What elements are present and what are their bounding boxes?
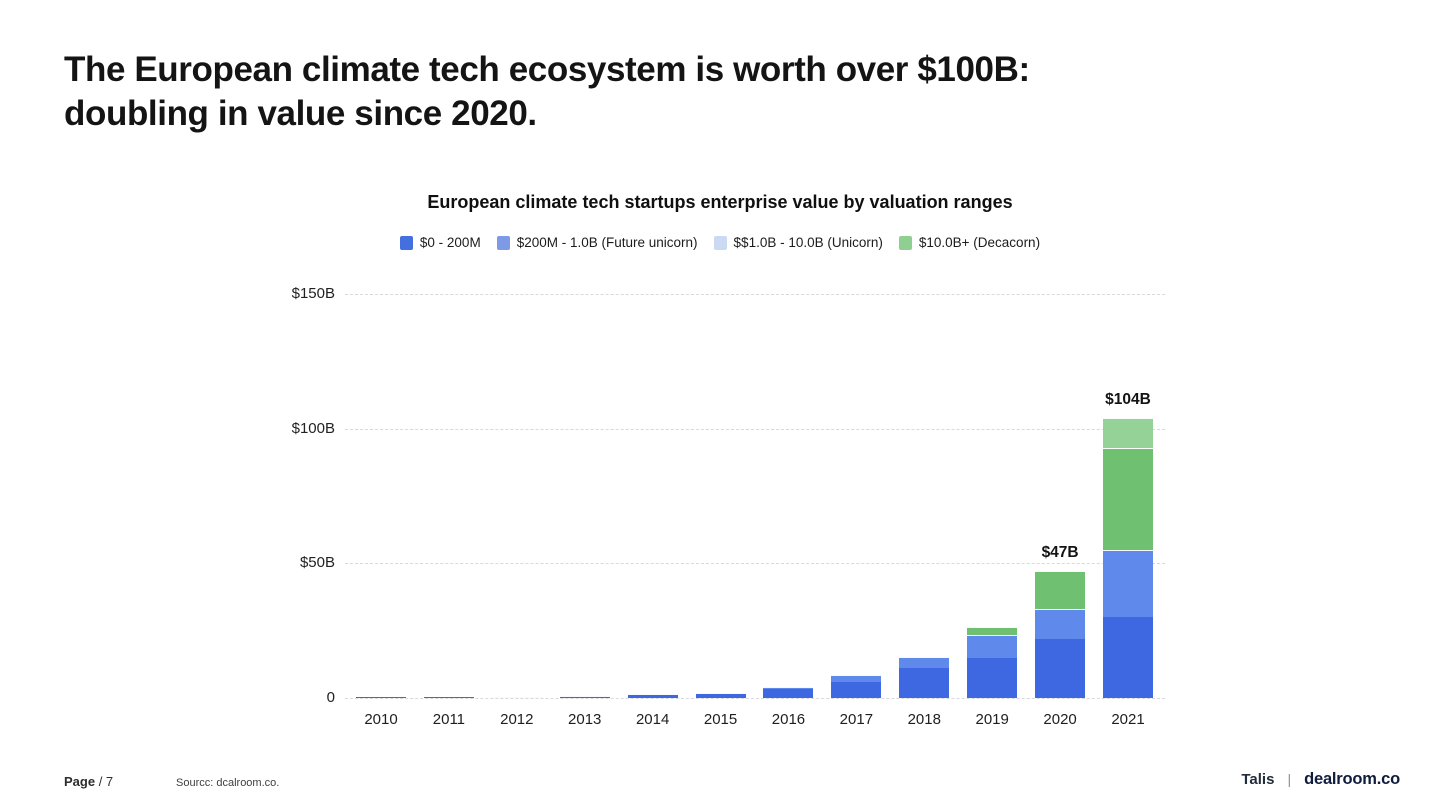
bar-segment	[967, 634, 1018, 658]
bar-segment	[1035, 571, 1086, 610]
bar-segment	[1103, 549, 1153, 618]
brand-divider-icon: |	[1287, 771, 1292, 787]
bar-segment	[763, 688, 814, 698]
legend-label: $10.0B+ (Decacorn)	[918, 235, 1041, 250]
bar-segment	[763, 686, 814, 689]
y-axis-tick-label: 0	[326, 689, 335, 706]
bar-segment	[1103, 417, 1153, 448]
legend-item: $200M - 1.0B (Future unicorn)	[496, 235, 698, 250]
slide-title: The European climate tech ecosystem is w…	[64, 48, 1264, 136]
legend-swatch-icon	[399, 235, 413, 250]
brand-dealroom: dealroom.co	[1304, 770, 1400, 788]
x-axis-label: 2017	[839, 711, 874, 728]
bar-segment	[1035, 609, 1086, 639]
legend-item: $10.0B+ (Decacorn)	[898, 235, 1041, 250]
bar-total-label: $104B	[1105, 390, 1151, 408]
bar-segment	[695, 693, 746, 695]
bar-segment	[356, 697, 406, 698]
bar-segment	[831, 675, 882, 682]
source-note: Sourcc: dcalroom.co.	[176, 777, 280, 789]
page-label: Page	[64, 774, 96, 789]
bar-segment	[967, 626, 1018, 635]
chart-legend: $0 - 200M $200M - 1.0B (Future unicorn) $$…	[0, 235, 1440, 250]
bar-segment	[899, 668, 950, 698]
slide-title-line2: doubling in value since 2020.	[64, 94, 537, 133]
legend-swatch-icon	[898, 235, 912, 250]
bar-segment	[695, 694, 746, 698]
x-axis-label: 2010	[364, 711, 398, 728]
legend-label: $200M - 1.0B (Future unicorn)	[516, 235, 698, 250]
brand-talis: Talis	[1241, 771, 1275, 788]
legend-swatch-icon	[496, 235, 510, 250]
bar-segment	[1103, 617, 1153, 698]
bar-segment	[627, 694, 678, 696]
x-axis-label: 2014	[635, 711, 670, 728]
bar-segment	[1103, 447, 1153, 550]
x-axis-label: 2011	[432, 711, 466, 728]
gridline	[345, 428, 1165, 430]
y-axis-tick-label: $150B	[291, 285, 335, 302]
x-axis-label: 2016	[771, 711, 806, 728]
gridline	[345, 294, 1165, 295]
legend-item: $0 - 200M	[399, 235, 481, 250]
page-indicator: Page / 7	[64, 774, 113, 789]
bar-segment	[899, 657, 950, 669]
bar-segment	[559, 696, 610, 698]
bar-total-label: $47B	[1041, 544, 1079, 562]
legend-label: $$1.0B - 10.0B (Unicorn)	[733, 235, 883, 250]
bar-segment	[831, 681, 882, 698]
slide-title-line1: The European climate tech ecosystem is w…	[64, 50, 1030, 89]
x-axis-label: 2018	[907, 711, 941, 728]
x-axis-label: 2020	[1043, 711, 1077, 728]
chart-title: European climate tech startups enterpris…	[427, 192, 1013, 212]
y-axis-tick-label: $100B	[291, 419, 335, 437]
legend-swatch-icon	[713, 235, 727, 250]
gridline	[345, 563, 1165, 565]
bar-segment	[967, 657, 1018, 698]
bar-segment	[423, 697, 474, 698]
bar-segment	[491, 696, 542, 698]
x-axis-label: 2013	[568, 711, 602, 728]
x-axis-label: 2021	[1111, 711, 1145, 728]
legend-label: $0 - 200M	[419, 235, 481, 250]
x-axis-label: 2015	[703, 711, 738, 728]
legend-item: $$1.0B - 10.0B (Unicorn)	[713, 235, 883, 250]
bar-segment	[627, 695, 678, 698]
page-number: / 7	[98, 774, 114, 789]
y-axis-tick-label: $50B	[299, 554, 335, 572]
gridline	[345, 698, 1165, 699]
bar-segment	[1035, 638, 1086, 698]
brand-footer: Talis | dealroom.co	[1241, 770, 1400, 789]
bar-segment	[559, 695, 610, 697]
x-axis-label: 2019	[975, 711, 1009, 728]
x-axis-label: 2012	[500, 711, 534, 728]
